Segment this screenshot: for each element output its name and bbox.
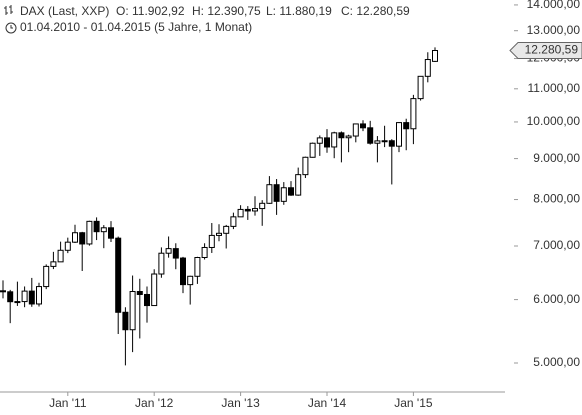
candle-body: [201, 246, 208, 259]
candle-body: [252, 208, 258, 212]
y-tick-label: 9.000,00: [533, 151, 580, 165]
y-tick-label: 8.000,00: [533, 192, 580, 206]
candle-body: [165, 248, 172, 254]
candle-body: [230, 216, 237, 227]
candle-body: [309, 142, 316, 158]
candle-body: [93, 220, 100, 233]
header-open: O: 11.902,92: [116, 4, 185, 18]
candle-body: [144, 293, 150, 307]
candle-body: [403, 122, 410, 130]
candle-body: [410, 98, 417, 130]
x-tick-label: Jan '15: [394, 396, 433, 410]
candle-body: [151, 273, 158, 307]
candle-body: [129, 291, 136, 331]
candle-body: [396, 122, 402, 147]
last-price-marker: [509, 42, 582, 60]
chart-subtitle: 01.04.2010 - 01.04.2015 (5 Jahre, 1 Mona…: [20, 20, 252, 34]
candle-body: [280, 187, 287, 202]
candle-body: [367, 127, 374, 144]
candle-body: [194, 257, 201, 277]
candle-body: [86, 220, 93, 245]
candle-body: [374, 140, 381, 144]
candle-body: [331, 132, 338, 148]
candle-body: [352, 123, 359, 137]
y-tick-label: 7.000,00: [533, 238, 580, 252]
header-high: H: 12.390,75: [192, 4, 261, 18]
candle-body: [115, 237, 122, 313]
candle-body: [72, 232, 78, 243]
y-tick-label: 6.000,00: [533, 292, 580, 306]
x-tick-label: Jan '12: [135, 396, 174, 410]
candle-body: [0, 290, 6, 293]
candle-body: [122, 311, 129, 331]
candle-body: [208, 234, 215, 248]
candle-body: [360, 123, 366, 129]
candle-body: [180, 257, 186, 286]
candle-body: [295, 174, 302, 196]
candle-body: [388, 140, 395, 147]
candle-body: [424, 59, 431, 77]
candle-body: [244, 208, 251, 212]
candle-body: [223, 225, 230, 234]
candle-body: [21, 290, 28, 303]
candle-body: [50, 261, 57, 267]
candle-body: [158, 252, 165, 275]
candle-body: [324, 137, 330, 148]
y-tick-label: 11.000,00: [528, 81, 581, 95]
y-tick-label: 13.000,00: [527, 23, 581, 37]
candle-body: [432, 50, 438, 62]
candle-body: [316, 137, 323, 144]
candle-body: [381, 140, 388, 143]
candle-body: [43, 265, 50, 288]
candle-body: [7, 291, 14, 303]
candle-body: [417, 75, 424, 100]
y-tick-label: 14.000,00: [527, 0, 581, 11]
candle-body: [28, 290, 35, 305]
clock-icon: [5, 22, 17, 34]
candle-body: [14, 301, 21, 304]
candle-body: [136, 291, 143, 295]
candle-body: [64, 241, 71, 251]
chart-title: DAX (Last, XXP): [20, 4, 109, 18]
x-tick-label: Jan '14: [308, 396, 347, 410]
last-price-label: 12.280,59: [525, 43, 579, 57]
candle-body: [259, 202, 266, 210]
candle-body: [57, 249, 64, 263]
header-low: L: 11.880,19: [266, 4, 332, 18]
chart-icon: [4, 5, 13, 15]
candle-body: [338, 132, 345, 139]
candle-body: [302, 156, 309, 176]
candle-body: [36, 286, 42, 305]
y-tick-label: 10.000,00: [527, 114, 581, 128]
candle-body: [108, 227, 114, 239]
candle-body: [237, 208, 244, 218]
candle-body: [187, 275, 194, 286]
candle-body: [216, 232, 222, 236]
candle-body: [345, 135, 352, 139]
header-close: C: 12.280,59: [341, 4, 410, 18]
candle-body: [172, 248, 179, 259]
candle-body: [100, 227, 107, 233]
candle-body: [266, 184, 273, 204]
candle-body: [273, 184, 280, 202]
x-tick-label: Jan '11: [49, 396, 87, 410]
y-tick-label: 5.000,00: [533, 355, 580, 369]
candle-body: [79, 232, 86, 245]
x-tick-label: Jan '13: [221, 396, 260, 410]
candle-body: [288, 187, 294, 196]
